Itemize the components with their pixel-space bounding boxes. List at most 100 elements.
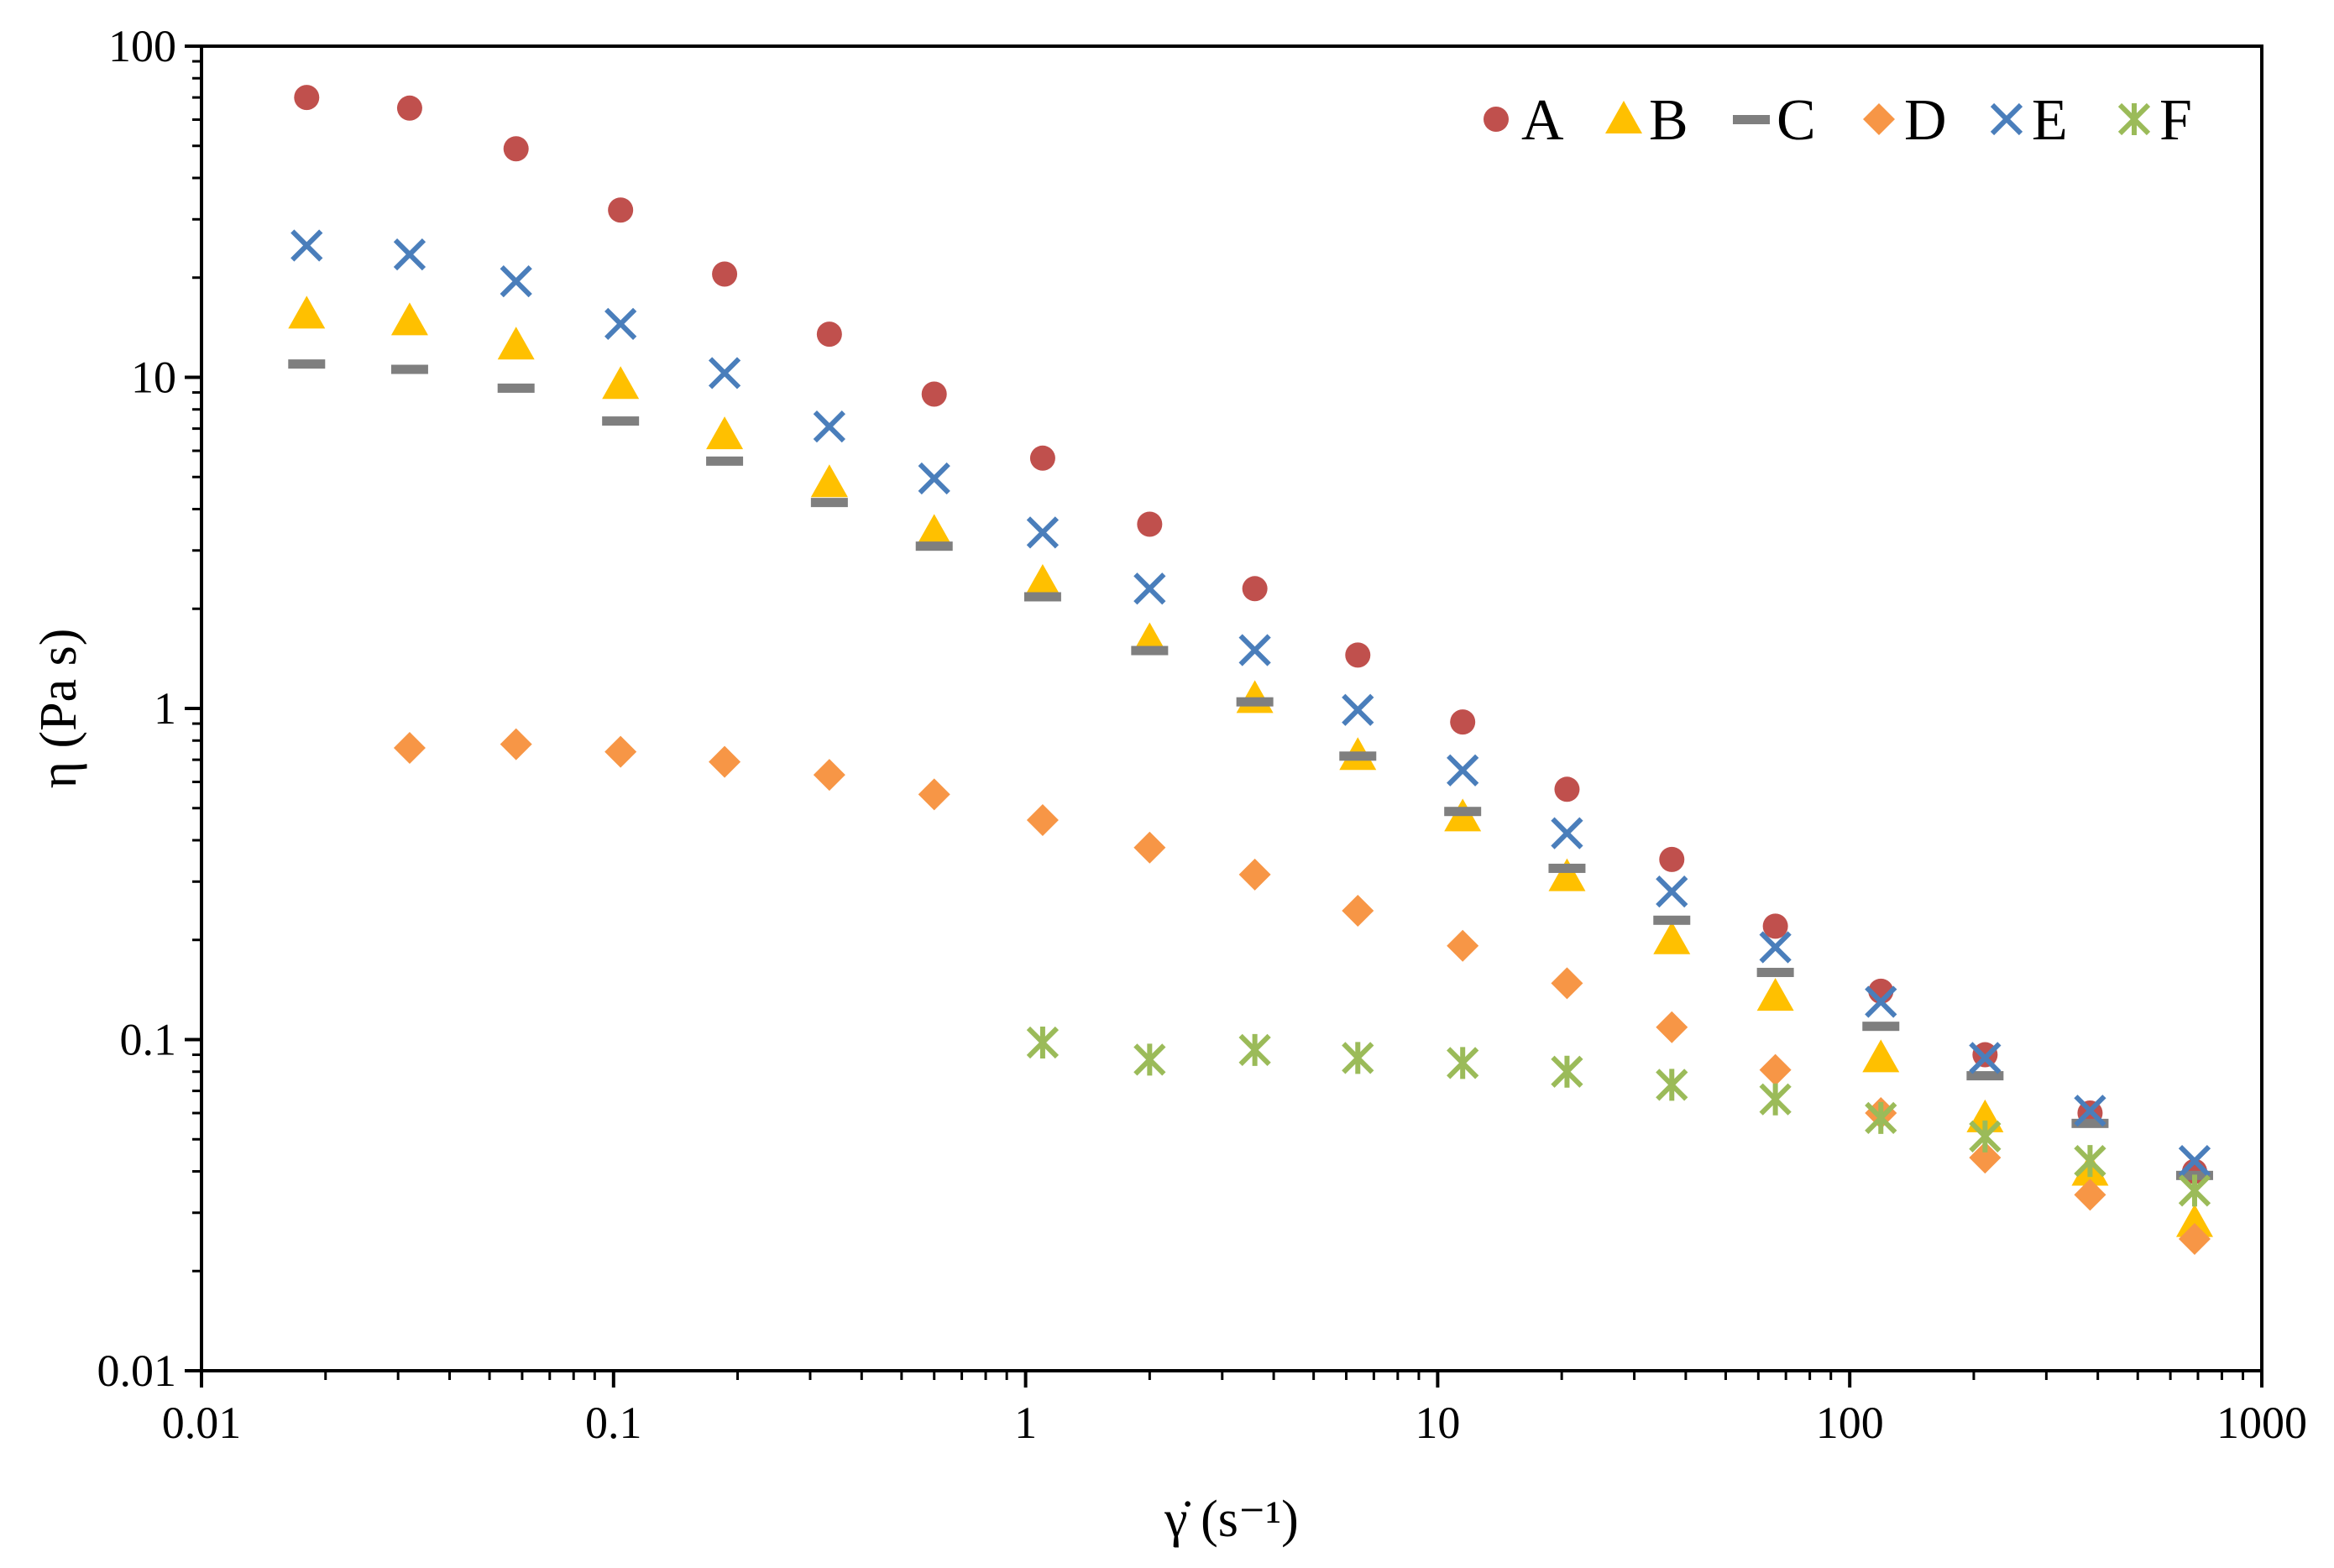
data-point	[915, 541, 953, 551]
data-point	[1026, 516, 1060, 549]
data-point	[813, 410, 845, 443]
legend-label: D	[1904, 88, 1947, 153]
data-point	[290, 229, 323, 262]
x-tick-label: 1000	[2216, 1398, 2307, 1448]
data-point	[1548, 858, 1586, 891]
data-point	[1447, 754, 1479, 787]
series-E	[290, 229, 2211, 1178]
x-tick-label: 1	[1014, 1398, 1037, 1448]
data-point	[1444, 807, 1482, 817]
data-point	[1865, 1101, 1897, 1134]
data-point	[1447, 1047, 1479, 1079]
y-tick-label: 0.1	[120, 1015, 177, 1065]
data-point	[1345, 642, 1371, 668]
data-point	[1133, 831, 1166, 864]
data-point	[1447, 929, 1479, 962]
data-point	[1551, 817, 1583, 849]
legend-item-C: C	[1733, 88, 1816, 153]
data-point	[1551, 1055, 1583, 1088]
data-point	[1656, 875, 1688, 908]
data-point	[1137, 511, 1163, 537]
data-point	[1133, 572, 1166, 605]
data-point	[1759, 1053, 1792, 1086]
data-point	[1133, 1043, 1166, 1076]
data-point	[918, 462, 950, 495]
data-point	[1862, 1039, 1900, 1073]
legend-item-E: E	[1990, 88, 2068, 153]
data-point	[288, 295, 326, 329]
x-tick-label: 10	[1415, 1398, 1460, 1448]
data-point	[712, 261, 738, 287]
y-tick-label: 100	[108, 21, 176, 71]
legend-label: F	[2159, 88, 2192, 153]
x-axis-ticks: 0.01 0.1 1 10 100 1000	[162, 1371, 2307, 1448]
data-point	[1862, 1022, 1900, 1032]
data-point	[396, 95, 422, 121]
data-point	[1023, 564, 1061, 598]
legend-label: A	[1521, 88, 1564, 153]
data-point	[602, 416, 640, 426]
data-point	[1342, 693, 1374, 726]
data-point	[497, 383, 535, 393]
legend-marker	[1990, 102, 2023, 136]
data-point	[604, 735, 637, 768]
legend: A B C D E F	[1484, 88, 2192, 153]
data-point	[1238, 1033, 1271, 1067]
legend-item-D: D	[1863, 88, 1947, 153]
data-point	[500, 264, 532, 298]
data-point	[1969, 1120, 2002, 1152]
series-B	[288, 295, 2213, 1237]
data-point	[1548, 863, 1586, 873]
data-point	[1969, 1042, 2002, 1074]
data-point	[604, 307, 637, 340]
y-tick-label: 1	[154, 683, 176, 734]
data-point	[1656, 1069, 1688, 1101]
data-point	[1759, 1083, 1792, 1116]
data-point	[1659, 846, 1685, 872]
data-point	[2178, 1174, 2211, 1207]
data-point	[390, 364, 428, 374]
legend-label: B	[1649, 88, 1688, 153]
data-point	[1339, 751, 1377, 761]
data-point	[1865, 985, 1897, 1018]
data-point	[1966, 1071, 2004, 1081]
data-point	[393, 238, 427, 271]
data-points	[288, 85, 2213, 1256]
legend-marker	[1733, 115, 1770, 124]
data-point	[1023, 592, 1061, 602]
data-point	[816, 321, 842, 348]
data-point	[810, 464, 848, 498]
series-D	[393, 728, 2211, 1256]
x-tick-label: 100	[1816, 1398, 1884, 1448]
legend-item-B: B	[1605, 88, 1688, 153]
data-point	[2071, 1118, 2109, 1128]
data-point	[1238, 858, 1271, 891]
legend-label: C	[1777, 88, 1816, 153]
data-point	[1236, 697, 1274, 707]
data-point	[918, 778, 950, 811]
data-point	[1756, 967, 1794, 977]
data-point	[2074, 1095, 2106, 1127]
data-point	[1551, 967, 1583, 1000]
data-point	[1762, 913, 1788, 939]
data-point	[1450, 709, 1476, 735]
data-point	[709, 745, 741, 778]
data-point	[2175, 1204, 2213, 1237]
data-point	[1653, 915, 1691, 925]
data-point	[1656, 1011, 1688, 1043]
data-point	[1238, 634, 1271, 666]
data-point	[1759, 931, 1792, 964]
legend-marker	[2117, 102, 2151, 136]
data-point	[813, 759, 845, 792]
data-point	[1756, 978, 1794, 1011]
data-point	[1026, 804, 1059, 837]
y-axis-title: η (Pa s)	[30, 629, 87, 789]
data-point	[503, 136, 529, 162]
data-point	[390, 302, 428, 336]
data-point	[1554, 776, 1580, 802]
data-point	[810, 498, 848, 508]
legend-label: E	[2032, 88, 2068, 153]
legend-marker	[1605, 101, 1642, 133]
